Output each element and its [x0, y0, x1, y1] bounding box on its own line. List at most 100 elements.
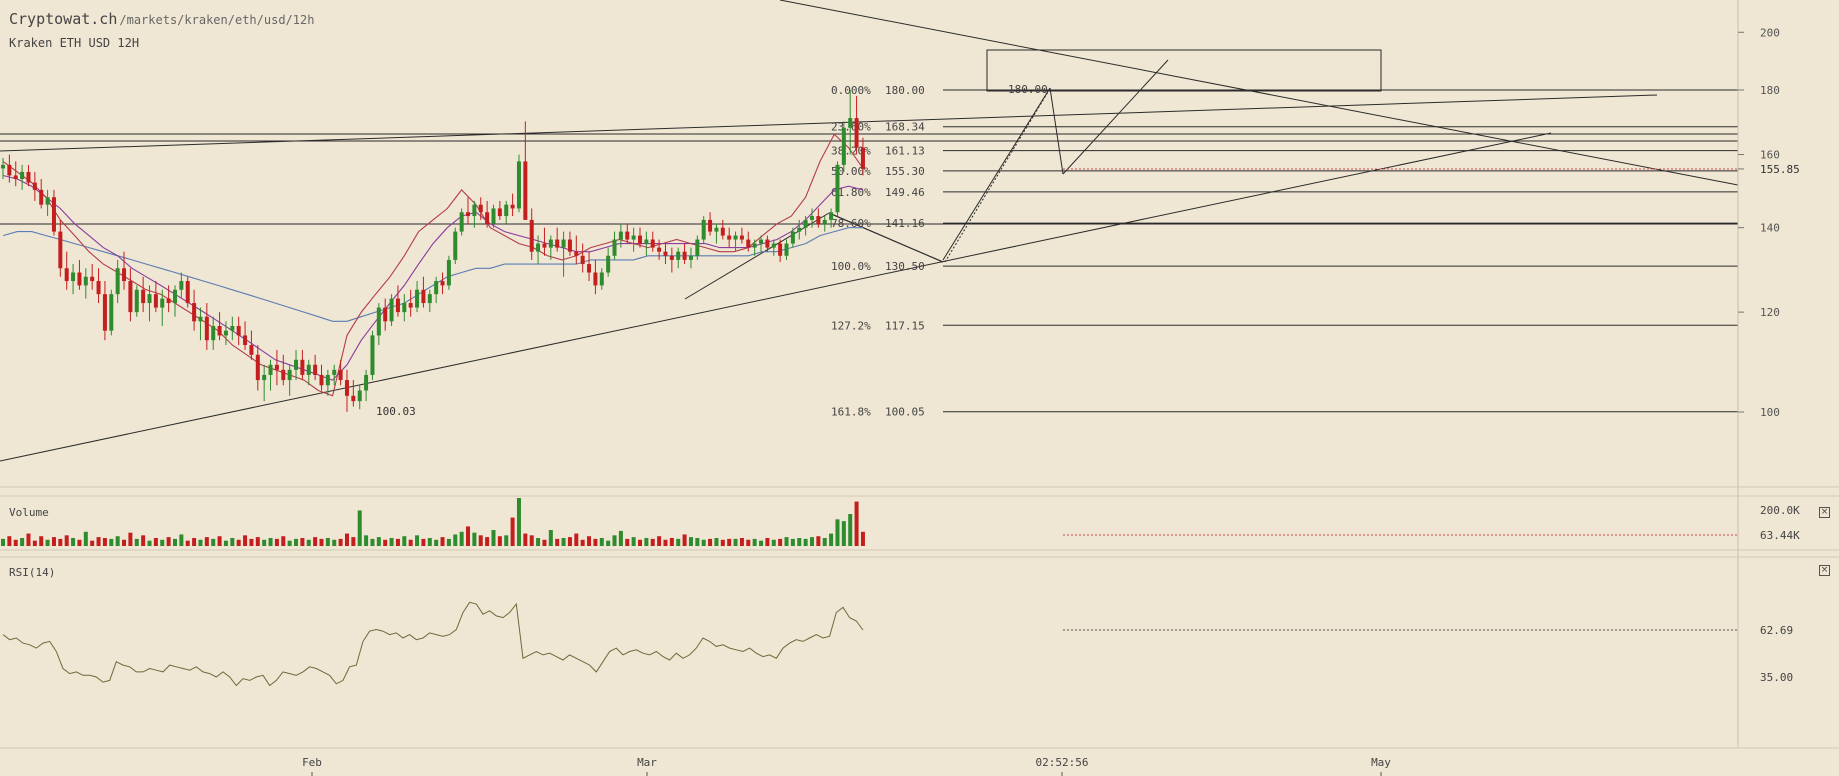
candle-body [752, 243, 757, 248]
candle-body [746, 239, 751, 248]
volume-bar [204, 537, 209, 546]
candle-body [395, 298, 400, 313]
volume-bar [26, 533, 31, 546]
candle-body [313, 364, 318, 375]
candle-body [32, 182, 37, 190]
volume-bar [243, 535, 248, 546]
volume-close-button[interactable]: × [1819, 507, 1830, 518]
volume-bar [860, 531, 865, 546]
volume-bar [287, 540, 292, 546]
candle-body [790, 231, 795, 244]
candle-body [287, 369, 292, 381]
candle-body [727, 235, 732, 240]
candle-body [574, 251, 579, 256]
volume-bar [561, 538, 566, 546]
volume-bar [211, 538, 216, 546]
candle-body [153, 294, 158, 308]
volume-bar [599, 538, 604, 546]
candle-body [109, 294, 114, 331]
candle-body [415, 289, 420, 308]
candle-body [45, 197, 50, 205]
volume-bar [516, 498, 521, 546]
candle-body [262, 374, 267, 381]
volume-bar [332, 539, 337, 546]
volume-bar [841, 521, 846, 546]
candle-body [688, 255, 693, 260]
volume-bar [784, 537, 789, 546]
candle-body [822, 219, 827, 224]
trendline [779, 0, 1739, 186]
volume-bar [185, 540, 190, 546]
candle-body [784, 243, 789, 256]
candle-body [58, 231, 63, 269]
high-marker-label: 180.00 [1008, 83, 1048, 96]
volume-bar [255, 537, 260, 546]
trendlines [0, 0, 1739, 462]
volume-bar [45, 539, 50, 546]
volume-bar [268, 538, 273, 546]
volume-bar [829, 533, 834, 546]
candle-body [739, 235, 744, 240]
volume-bar [351, 537, 356, 546]
candle-body [134, 289, 139, 313]
time-label: May [1371, 756, 1391, 769]
candle-body [249, 345, 254, 355]
rsi-line [2, 601, 864, 687]
candle-body [650, 239, 655, 248]
volume-bar [274, 538, 279, 546]
candle-body [466, 212, 471, 217]
candle-body [536, 243, 541, 252]
volume-bar [771, 539, 776, 546]
candle-body [13, 175, 18, 180]
candle-body [166, 298, 171, 304]
volume-bar [153, 538, 158, 546]
volume-bar [657, 536, 662, 546]
trendline [0, 132, 1552, 462]
candle-body [701, 219, 706, 240]
volume-bar [383, 539, 388, 546]
candle-body [599, 272, 604, 286]
fib-level-price: 155.30 [885, 165, 925, 178]
rsi-close-button[interactable]: × [1819, 565, 1830, 576]
candle-body [848, 118, 853, 128]
volume-bar [83, 531, 88, 546]
volume-bar [141, 535, 146, 546]
rsi-last-label: 62.69 [1760, 624, 1793, 637]
candle-body [230, 325, 235, 331]
volume-bar [262, 539, 267, 546]
candle-body [172, 289, 177, 304]
candle-body [26, 171, 31, 183]
candle-body [829, 212, 834, 220]
price-tick-label: 160 [1760, 149, 1780, 162]
candle-body [657, 247, 662, 252]
price-tick-label: 180 [1760, 84, 1780, 97]
moving-averages [2, 133, 864, 397]
candle-body [39, 189, 44, 205]
volume-bar [166, 537, 171, 546]
volume-bar [147, 540, 152, 546]
volume-bar [555, 538, 560, 546]
site-brand[interactable]: Cryptowat.ch/markets/kraken/eth/usd/12h [9, 10, 314, 28]
volume-bar [427, 538, 432, 546]
price-tick-label: 100 [1760, 406, 1780, 419]
fib-level-price: 149.46 [885, 186, 925, 199]
candle-body [389, 298, 394, 322]
candle-body [370, 335, 375, 375]
candle-body [179, 281, 184, 290]
volume-bar [1, 538, 5, 546]
volume-bar [64, 535, 69, 546]
candle-body [351, 395, 356, 402]
candle-body [192, 303, 197, 322]
ema-mid-line [2, 174, 864, 381]
candle-body [555, 239, 560, 248]
fib-level-price: 117.15 [885, 319, 925, 332]
candle-body [714, 227, 719, 232]
volume-last-label: 63.44K [1760, 529, 1800, 542]
trendline [828, 212, 944, 263]
candle-body [816, 216, 821, 224]
rectangle-drawing [986, 49, 1382, 92]
volume-bar [485, 537, 490, 546]
volume-bar [128, 532, 133, 546]
